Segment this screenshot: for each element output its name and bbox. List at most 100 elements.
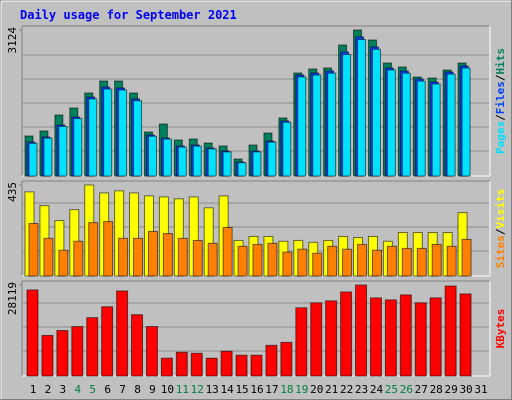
bar bbox=[207, 148, 217, 177]
legend-separator: / bbox=[494, 228, 507, 235]
bar bbox=[192, 145, 202, 177]
bar bbox=[86, 317, 99, 377]
bar bbox=[58, 125, 68, 177]
bar bbox=[41, 334, 54, 377]
bar bbox=[267, 242, 278, 277]
x-tick-label: 23 bbox=[355, 383, 368, 396]
bar bbox=[103, 88, 113, 177]
legend: Sites/Visits bbox=[494, 189, 507, 269]
bar bbox=[371, 249, 382, 277]
bar bbox=[401, 247, 412, 277]
bar bbox=[252, 243, 263, 277]
bar bbox=[56, 330, 69, 377]
x-tick-label: 5 bbox=[89, 383, 96, 396]
x-tick-label: 17 bbox=[265, 383, 278, 396]
bar bbox=[252, 151, 262, 177]
x-tick-label: 14 bbox=[221, 383, 235, 396]
bar bbox=[43, 137, 53, 177]
bar bbox=[131, 314, 144, 377]
bar bbox=[162, 233, 173, 277]
bar bbox=[73, 240, 84, 277]
x-tick-label: 16 bbox=[250, 383, 263, 396]
bar bbox=[357, 243, 368, 277]
x-tick-label: 7 bbox=[119, 383, 126, 396]
bar bbox=[88, 98, 98, 177]
bar bbox=[446, 245, 457, 277]
bar bbox=[145, 326, 158, 377]
x-tick-label: 12 bbox=[191, 383, 204, 396]
bar bbox=[267, 141, 277, 177]
legend-entry: Files bbox=[494, 81, 507, 114]
legend-entry: Hits bbox=[494, 48, 507, 75]
bar bbox=[177, 146, 187, 177]
x-tick-label: 2 bbox=[45, 383, 52, 396]
x-tick-label: 22 bbox=[340, 383, 353, 396]
bar bbox=[431, 83, 441, 177]
y-tick-label: 3124 bbox=[6, 27, 19, 54]
bar bbox=[282, 251, 293, 277]
bar bbox=[237, 245, 248, 277]
bar bbox=[340, 291, 353, 377]
bar bbox=[133, 100, 143, 177]
bar bbox=[192, 239, 203, 277]
bar bbox=[175, 351, 188, 377]
bar bbox=[205, 357, 218, 377]
bar bbox=[327, 72, 337, 177]
bar bbox=[312, 252, 323, 277]
bar bbox=[355, 284, 368, 377]
bar bbox=[342, 248, 353, 277]
bar bbox=[429, 297, 442, 377]
x-tick-label: 13 bbox=[206, 383, 219, 396]
y-tick-label: 435 bbox=[6, 182, 19, 202]
bar bbox=[118, 237, 129, 277]
x-tick-label: 20 bbox=[310, 383, 323, 396]
bar bbox=[416, 247, 427, 277]
bar bbox=[312, 74, 322, 177]
bar bbox=[414, 302, 427, 377]
bar bbox=[160, 357, 173, 377]
bar bbox=[282, 121, 292, 177]
bar bbox=[88, 222, 99, 277]
bar bbox=[133, 237, 144, 277]
bar bbox=[222, 226, 233, 277]
bar bbox=[237, 162, 247, 177]
legend: KBytes bbox=[494, 309, 507, 349]
x-tick-label: 11 bbox=[176, 383, 189, 396]
bar bbox=[295, 307, 308, 377]
x-tick-label: 18 bbox=[280, 383, 293, 396]
bar bbox=[401, 72, 411, 177]
bar bbox=[342, 53, 352, 177]
x-tick-label: 9 bbox=[149, 383, 156, 396]
x-tick-label: 31 bbox=[474, 383, 487, 396]
bar bbox=[297, 248, 308, 277]
chart-title: Daily usage for September 2021 bbox=[20, 8, 237, 22]
bar bbox=[116, 290, 129, 377]
x-tick-label: 26 bbox=[400, 383, 413, 396]
bar bbox=[101, 306, 114, 377]
bar bbox=[103, 221, 114, 277]
bar bbox=[431, 243, 442, 277]
legend-entry: Pages bbox=[494, 121, 507, 154]
x-tick-label: 15 bbox=[235, 383, 248, 396]
bar bbox=[327, 245, 338, 277]
bar bbox=[28, 222, 39, 277]
x-tick-label: 6 bbox=[104, 383, 111, 396]
legend-separator: / bbox=[494, 74, 507, 81]
bar bbox=[147, 230, 158, 277]
bar bbox=[325, 300, 338, 377]
bar bbox=[26, 289, 39, 377]
bar bbox=[190, 352, 203, 377]
x-tick-label: 29 bbox=[445, 383, 458, 396]
bar bbox=[235, 354, 248, 377]
bar bbox=[71, 326, 84, 377]
x-tick-label: 8 bbox=[134, 383, 141, 396]
legend-entry: Sites bbox=[494, 235, 507, 268]
y-tick-label: 28119 bbox=[6, 282, 19, 315]
x-tick-label: 30 bbox=[459, 383, 472, 396]
bar bbox=[416, 80, 426, 177]
legend-separator: / bbox=[494, 114, 507, 121]
bar bbox=[58, 249, 69, 277]
bar bbox=[459, 293, 472, 377]
bar bbox=[162, 138, 172, 177]
x-tick-label: 25 bbox=[385, 383, 398, 396]
